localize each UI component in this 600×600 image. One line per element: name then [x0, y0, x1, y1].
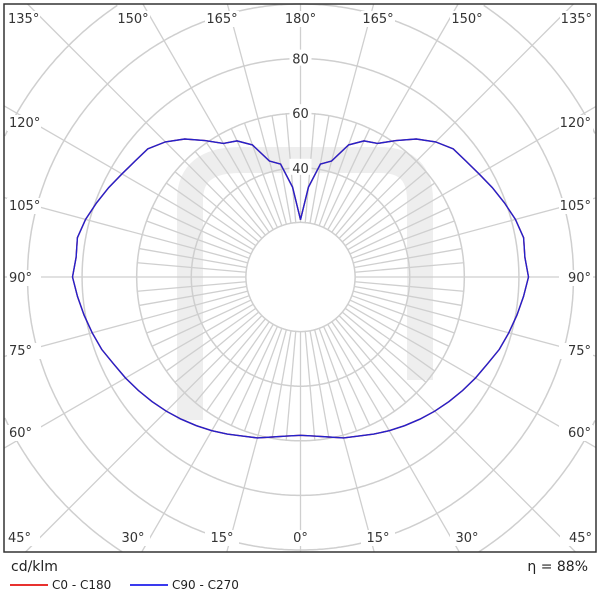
radial-gridline	[347, 303, 597, 449]
angle-label-bg	[559, 198, 593, 214]
angle-label: 135°	[561, 12, 592, 27]
tick-label-bg	[289, 158, 312, 175]
radial-gridline	[353, 290, 597, 357]
unit-label: cd/klm	[11, 559, 58, 575]
legend-label: C0 - C180	[52, 578, 112, 592]
angle-label-bg	[559, 425, 593, 441]
angle-label: 75°	[568, 344, 591, 359]
radial-gridline	[3, 196, 248, 264]
radial-gridline	[338, 315, 576, 553]
angle-label-bg	[116, 530, 150, 546]
radial-gridline	[142, 3, 274, 231]
angle-label: 15°	[366, 531, 389, 546]
radial-gridline	[3, 303, 254, 449]
ring-gridline	[483, 4, 596, 134]
radial-gridline	[141, 323, 274, 553]
angle-label: 105°	[560, 199, 591, 214]
angle-label: 15°	[210, 531, 233, 546]
angle-label: 165°	[362, 12, 393, 27]
plot-frame	[3, 3, 597, 553]
angle-label: 180°	[285, 12, 316, 27]
legend-swatch-blue	[130, 584, 168, 586]
angle-label: 90°	[568, 271, 591, 286]
radial-gridline	[25, 315, 263, 553]
series-line-c90-c270	[71, 138, 530, 439]
angle-label-bg	[205, 11, 239, 27]
angle-label-bg	[7, 270, 41, 286]
ring-gridline	[478, 420, 596, 553]
ring-gridline	[135, 112, 466, 442]
angle-label: 60°	[9, 426, 32, 441]
angle-label-bg	[361, 530, 395, 546]
radial-gridline	[226, 3, 287, 225]
angle-label: 60°	[568, 426, 591, 441]
radial-tick-label: 40	[292, 162, 309, 177]
angle-label: 165°	[206, 12, 237, 27]
grid: 40 60 80	[3, 3, 597, 553]
efficiency-label: η = 88%	[527, 559, 588, 575]
angle-label-bg	[450, 11, 484, 27]
angle-label-bg	[7, 343, 41, 359]
center-disc	[246, 223, 355, 331]
legend-item-c90-c270: C90 - C270	[130, 578, 239, 592]
angle-label: 120°	[560, 116, 591, 131]
radial-gridline	[3, 105, 254, 251]
ring-gridline	[190, 167, 411, 387]
tick-label-bg	[289, 104, 312, 121]
angle-label: 45°	[569, 531, 592, 546]
radial-tick-label: 80	[292, 53, 309, 68]
radial-tick-label: 60	[292, 107, 309, 122]
angle-label: 30°	[455, 531, 478, 546]
angle-label-bg	[361, 11, 395, 27]
radial-gridline	[347, 105, 597, 251]
angle-label-bg	[560, 530, 594, 546]
angle-label: 0°	[293, 531, 308, 546]
radial-gridline	[327, 323, 460, 553]
ring-gridline	[245, 221, 356, 333]
angle-label: 120°	[9, 116, 40, 131]
angle-label-bg	[6, 11, 40, 27]
angle-label-bg	[559, 343, 593, 359]
angle-label-bg	[116, 11, 150, 27]
angle-label: 150°	[117, 12, 148, 27]
tick-label-bg	[289, 49, 312, 66]
radial-gridline	[27, 3, 263, 239]
watermark-logo	[177, 147, 433, 420]
angle-label-bg	[7, 425, 41, 441]
angle-label: 150°	[451, 12, 482, 27]
radial-gridline	[338, 3, 574, 239]
angle-label-bg	[559, 115, 593, 131]
radial-gridline	[314, 3, 375, 225]
ring-gridline	[4, 4, 118, 137]
radial-gridline	[353, 197, 597, 264]
angle-label-bg	[7, 198, 41, 214]
ring-gridline	[4, 417, 123, 553]
radial-gridline	[3, 290, 248, 358]
legend-swatch-red	[10, 584, 48, 586]
angle-label-bg	[559, 270, 593, 286]
angle-label: 105°	[9, 199, 40, 214]
angle-label-bg	[283, 530, 318, 546]
angle-label-bg	[205, 530, 239, 546]
radial-gridline	[226, 329, 287, 553]
angle-label: 75°	[9, 344, 32, 359]
angle-label-bg	[6, 530, 40, 546]
angle-label-bg	[450, 530, 484, 546]
legend-item-c0-c180: C0 - C180	[10, 578, 111, 592]
legend-label: C90 - C270	[172, 578, 239, 592]
angle-label: 30°	[121, 531, 144, 546]
angle-label-bg	[560, 11, 594, 27]
radial-gridline	[314, 329, 375, 553]
angle-label-bg	[283, 11, 318, 27]
angle-label: 90°	[9, 271, 32, 286]
radial-gridline	[327, 3, 459, 231]
angle-label-bg	[7, 115, 41, 131]
angle-label: 45°	[8, 531, 31, 546]
ring-gridline	[81, 57, 520, 497]
angle-label: 135°	[8, 12, 39, 27]
